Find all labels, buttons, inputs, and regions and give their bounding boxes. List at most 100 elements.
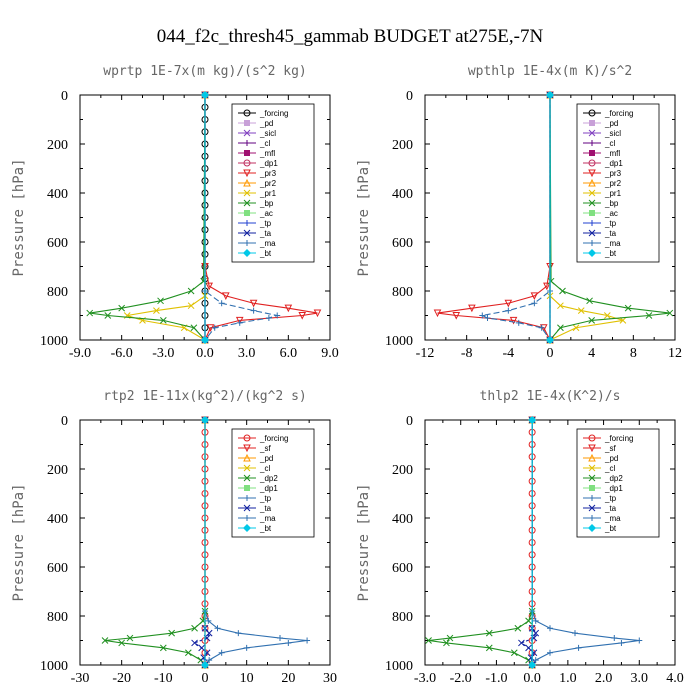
x-tick-label: -10 [154,671,173,686]
legend-marker [588,189,596,197]
y-tick-label: 200 [47,138,68,153]
y-tick-label: 600 [47,236,68,251]
data-point [243,644,250,651]
legend-marker [588,229,596,237]
data-point [528,661,537,669]
data-point [304,637,311,644]
data-point [577,307,585,314]
legend-label: _ma [604,239,621,248]
legend-marker [243,434,251,442]
data-point [485,629,493,637]
data-point [284,304,293,313]
data-point [190,324,198,332]
legend-marker [588,453,596,462]
data-point [191,639,198,647]
x-tick-label: 0 [202,671,209,686]
data-point [222,292,230,301]
legend-label: _ta [259,229,272,238]
data-point [443,639,450,647]
legend-marker [243,129,251,137]
legend-label: _ta [604,229,617,238]
data-point [285,639,292,646]
data-point [525,644,532,652]
legend-label: _forcing [259,434,288,443]
data-point [274,312,281,319]
legend-marker [244,120,250,126]
data-point [86,309,94,317]
data-point [126,634,134,642]
data-point [425,637,432,644]
legend-label: _pd [604,119,618,128]
legend-label: _bp [259,199,274,208]
data-point [528,416,537,424]
data-point [446,634,454,642]
data-point [572,630,578,637]
x-tick-label: 1.0 [559,671,577,686]
data-point [547,649,553,656]
y-tick-label: 0 [61,89,68,104]
y-tick-label: 600 [392,236,413,251]
legend-marker [589,485,595,491]
legend-marker [588,504,596,512]
legend-marker [244,140,250,146]
y-tick-label: 1000 [40,659,68,674]
series-bt [201,416,209,669]
y-axis-label: Pressure [hPa] [356,158,372,276]
y-tick-label: 1000 [40,334,68,349]
legend-marker [588,169,596,178]
y-axis-label: Pressure [hPa] [11,158,27,276]
legend-label: _sicl [604,129,621,138]
legend-label: _ac [259,209,273,218]
data-point [201,336,209,344]
legend-marker [589,150,595,156]
x-tick-label: -30 [71,671,90,686]
legend-label: _cl [604,139,615,148]
series-line [549,94,670,341]
data-point [201,416,209,424]
data-point [510,649,518,657]
y-tick-label: 400 [47,512,68,527]
x-tick-label: 2.0 [595,671,613,686]
chart-panel-1: wprtp 1E-7x(m kg)/(s^2 kg) Pressure [hPa]… [11,64,339,361]
series-line [428,420,533,666]
figure-title: 044_f2c_thresh45_gammab BUDGET at275E,-7… [157,26,544,47]
x-tick-label: -8 [461,346,473,361]
data-point [235,630,242,637]
data-point [153,307,160,314]
legend-label: _cl [259,464,270,473]
series-dp2 [425,416,536,669]
data-point [433,309,442,318]
series-line [204,95,318,341]
series-line [89,94,206,341]
data-point [559,287,566,295]
legend-marker [244,515,250,521]
data-point [468,304,476,313]
y-tick-label: 400 [392,187,413,202]
y-tick-label: 400 [47,187,68,202]
x-tick-label: 10 [240,671,254,686]
y-tick-label: 800 [392,285,413,300]
legend-label: _forcing [604,434,633,443]
legend-box [576,103,660,263]
legend-label: _dp2 [604,474,623,483]
series-bt [201,91,209,344]
y-tick-label: 200 [47,463,68,478]
legend-label: _tp [604,219,617,228]
data-point [603,312,611,319]
y-tick-label: 800 [47,610,68,625]
data-point [586,297,593,305]
legend-label: _mfl [259,149,275,158]
data-point [298,312,307,320]
legend-label: _bt [604,524,617,533]
x-tick-label: 8 [630,346,637,361]
legend-marker [589,140,595,146]
y-tick-label: 800 [47,285,68,300]
x-tick-label: -6.0 [111,346,133,361]
legend-marker [589,220,595,226]
legend-marker [243,178,251,187]
series-bt [546,91,554,344]
y-tick-label: 200 [392,463,413,478]
x-tick-label: -3.0 [152,346,174,361]
data-point [557,302,564,310]
x-tick-label: 9.0 [321,346,339,361]
